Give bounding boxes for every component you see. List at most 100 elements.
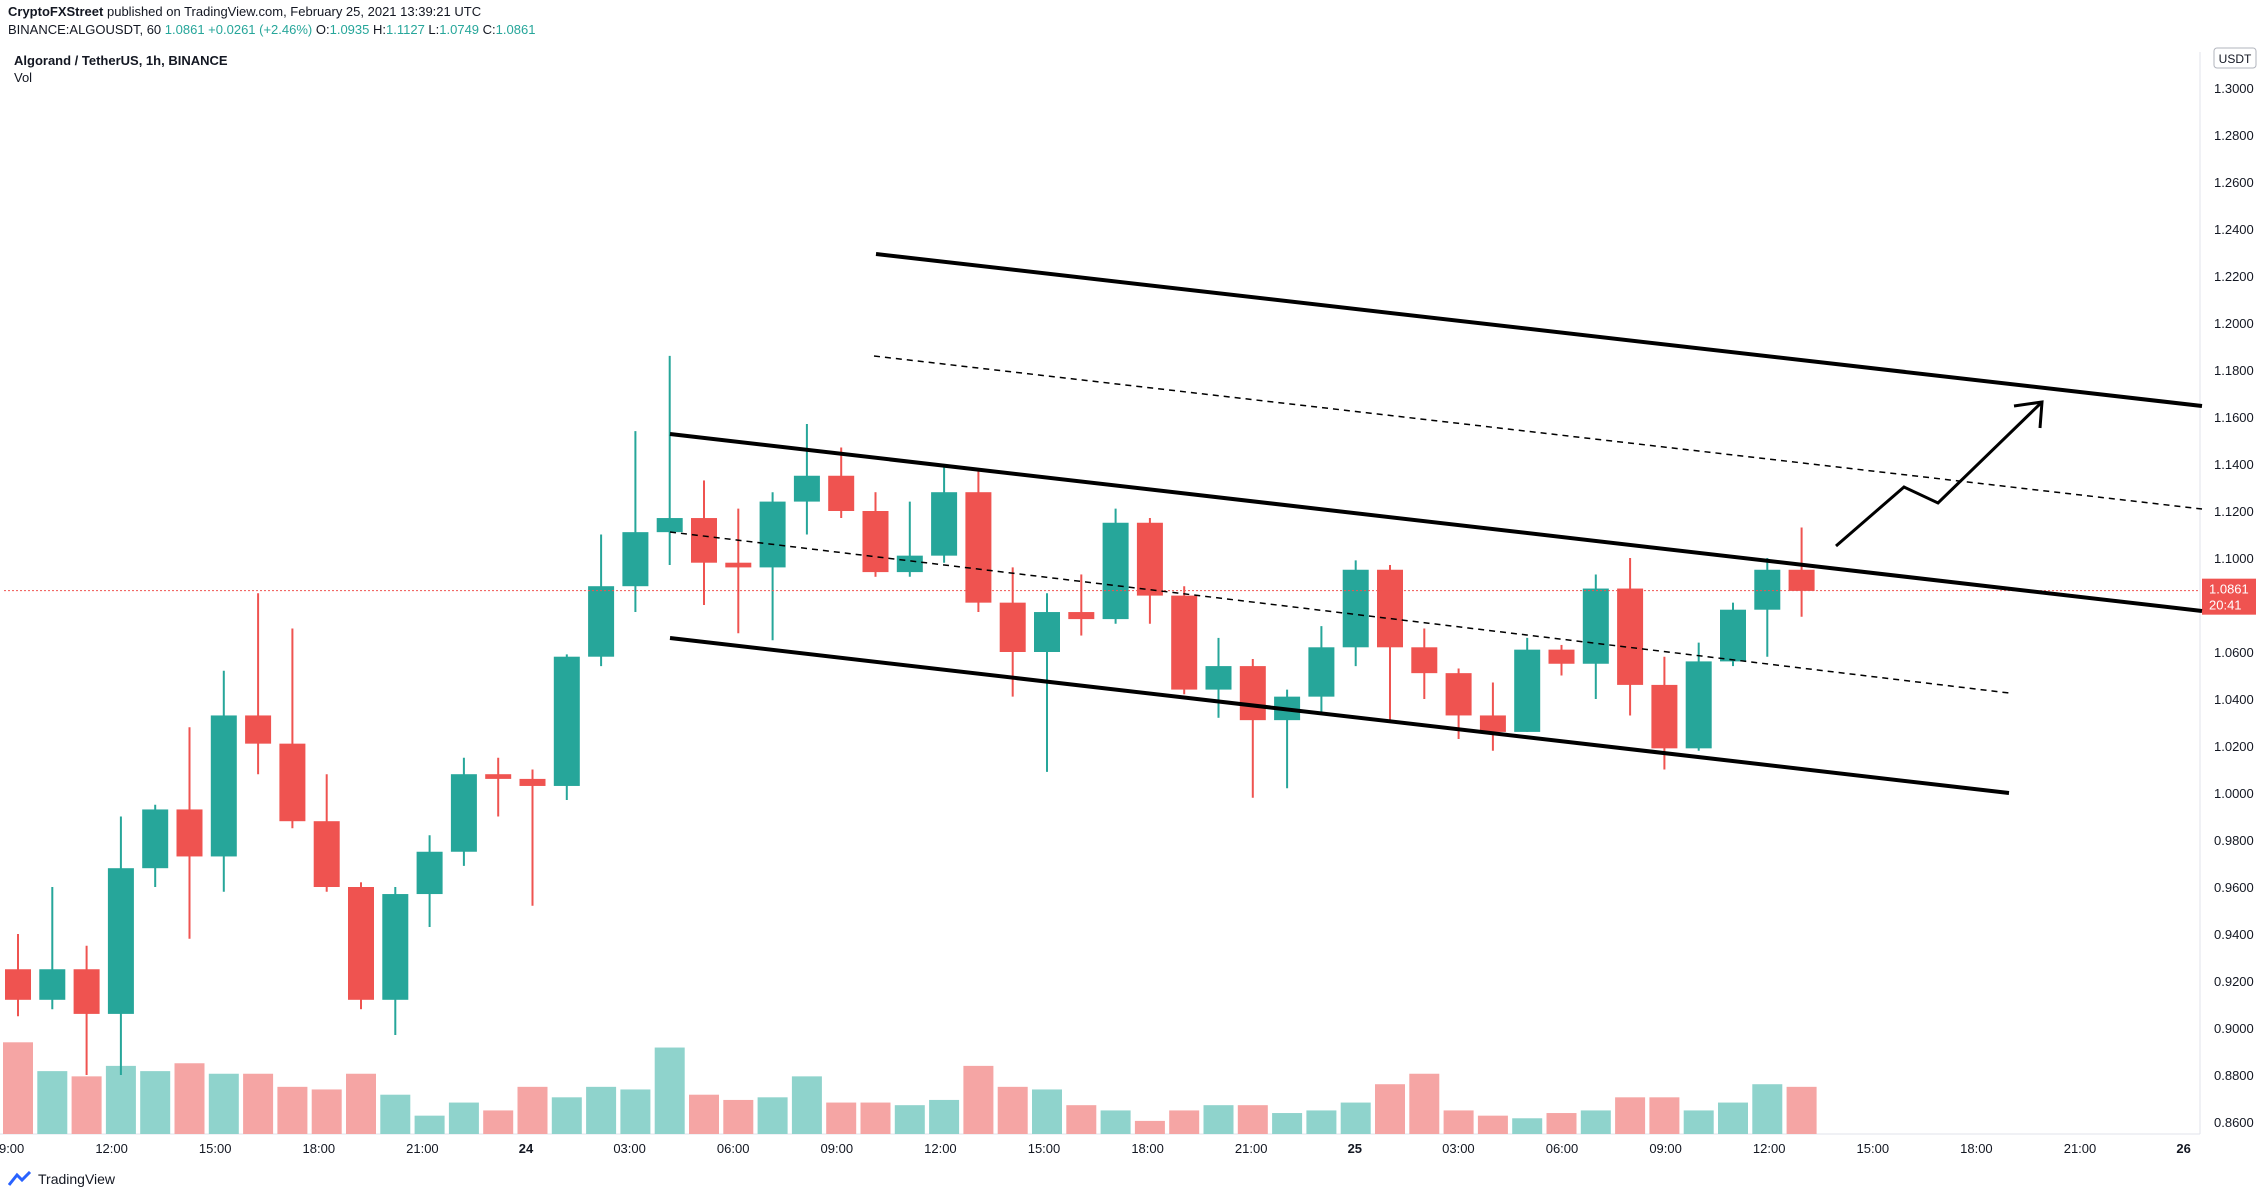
candle-body [450,774,477,852]
volume-bar [1032,1089,1062,1134]
time-tick-label: 06:00 [717,1141,750,1156]
candle-body [382,894,409,1000]
channel-top-line [669,432,2203,613]
time-tick-label: 21:00 [2064,1141,2097,1156]
volume-bar [757,1097,788,1134]
candle-body [1342,569,1369,648]
price-tick-label: 0.8600 [2214,1115,2254,1130]
tradingview-logo-icon[interactable] [8,1171,32,1187]
volume-bar [37,1071,68,1134]
candle-body [1171,595,1198,690]
candle-body [416,851,443,895]
price-tick-label: 0.9400 [2214,927,2254,942]
candle-body [759,501,786,568]
candle-body [725,562,752,568]
candle-body [5,969,31,1000]
last-price-box [2202,578,2256,615]
volume-bar [1615,1097,1646,1134]
price-tick-label: 1.1800 [2214,363,2254,378]
candle-body [348,887,374,1000]
time-tick-label: 03:00 [613,1141,646,1156]
candle-body [142,809,169,869]
upper-channel-line [875,252,2203,408]
open-value: 1.0935 [329,22,370,37]
volume-bar [620,1089,651,1134]
price-tick-label: 1.2600 [2214,175,2254,190]
volume-bar [1169,1110,1200,1134]
volume-bar [517,1086,548,1134]
last-price-label: 1.0861 [2209,582,2249,597]
candle-body [1445,673,1472,716]
price-tick-label: 0.9200 [2214,974,2254,989]
volume-bar [586,1086,617,1134]
volume-bar [1752,1084,1783,1134]
candle-body [1548,649,1575,664]
publish-text: published on TradingView.com, February 2… [106,4,482,19]
volume-bar [860,1102,891,1134]
volume-bar [346,1073,376,1134]
footer-brand[interactable]: TradingView [38,1171,116,1187]
volume-label: Vol [14,70,33,85]
price-tick-label: 1.0000 [2214,786,2254,801]
volume-bar [654,1047,685,1134]
volume-bar [1718,1102,1748,1134]
candle-body [1239,666,1266,721]
price-tick-label: 1.1200 [2214,504,2254,519]
volume-bar [1100,1110,1131,1134]
time-tick-label: 09:00 [1649,1141,1682,1156]
candle-body [279,743,306,822]
time-tick-label: 21:00 [406,1141,439,1156]
candle-body [1479,715,1506,732]
price-tick-label: 1.2200 [2214,269,2254,284]
volume-bar [1786,1086,1817,1134]
close-value: 1.0861 [495,22,536,37]
publisher-name[interactable]: CryptoFXStreet [8,4,104,19]
price-tick-label: 1.2800 [2214,128,2254,143]
price-tick-label: 1.1600 [2214,410,2254,425]
volume-bar [1272,1113,1303,1134]
high-label: H: [373,22,386,37]
time-tick-label: 21:00 [1235,1141,1268,1156]
volume-bar [71,1076,102,1134]
volume-bar [1066,1105,1097,1134]
candle-body [176,809,203,857]
time-tick-label: 25 [1348,1141,1362,1156]
candle-body [691,518,717,563]
time-tick-label: 09:00 [0,1141,24,1156]
price-tick-label: 1.0600 [2214,645,2254,660]
price-tick-label: 0.9800 [2214,833,2254,848]
volume-bar [1203,1105,1234,1134]
volume-bar [1134,1120,1165,1134]
ticker-info: BINANCE:ALGOUSDT, 60 1.0861 +0.0261 (+2.… [8,22,535,37]
volume-bar [380,1094,411,1134]
candle-body [1102,522,1129,620]
candle-body [1411,647,1438,674]
candle-body [1068,612,1095,620]
candle-body [588,586,615,657]
volume-bar [311,1089,342,1134]
volume-bar [208,1073,239,1134]
time-tick-label: 18:00 [303,1141,336,1156]
candle-body [1582,588,1609,664]
candle-body [245,715,272,744]
volume-bar [1306,1110,1337,1134]
time-tick-label: 26 [2176,1141,2190,1156]
volume-bar [894,1105,925,1134]
candle-body [1651,684,1678,749]
candle-body [1034,612,1060,652]
symbol-line: BINANCE:ALGOUSDT, 60 [8,22,162,37]
volume-bar [1512,1118,1543,1134]
volume-bar [1375,1084,1405,1134]
volume-bar [448,1102,479,1134]
time-tick-label: 18:00 [1131,1141,1164,1156]
volume-bar [243,1073,274,1134]
low-value: 1.0749 [439,22,480,37]
volume-bar [1649,1097,1680,1134]
volume-bar [3,1042,33,1134]
high-value: 1.1127 [386,22,425,37]
currency-box [2213,47,2257,69]
candle-body [485,774,512,779]
candle-body [622,532,649,587]
channel-bottom-line [669,636,2010,795]
